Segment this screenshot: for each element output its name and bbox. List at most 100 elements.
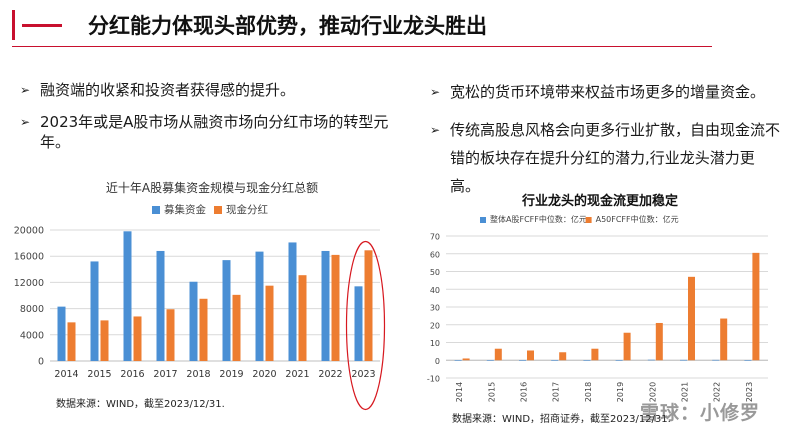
chart2-legend-label: 整体A股FCFF中位数：亿元	[490, 214, 587, 224]
chart1-bar-b	[331, 254, 340, 361]
chart2-bar-a	[486, 360, 494, 361]
chart2-xtick-label: 2017	[552, 382, 561, 402]
header-marker	[22, 24, 62, 27]
chart1-xtick-label: 2018	[186, 369, 210, 380]
arrow-icon: ➢	[430, 123, 441, 137]
bullet-text: 融资端的收紧和投资者获得感的提升。	[40, 81, 296, 99]
chart2-bar-a	[712, 359, 720, 361]
chart2-source: 数据来源：WIND，招商证券，截至2023/12/31.	[452, 414, 671, 425]
chart2-xtick-label: 2014	[455, 382, 464, 402]
chart1-xtick-label: 2017	[153, 369, 177, 380]
arrow-icon: ➢	[20, 83, 31, 97]
chart1-xtick-label: 2015	[87, 369, 111, 380]
chart1-bar-a	[189, 281, 198, 361]
chart1-legend-label: 现金分红	[226, 203, 268, 216]
chart2-bar-b	[752, 252, 760, 361]
chart1-legend-swatch	[152, 206, 160, 214]
chart1-highlight-ellipse	[345, 240, 386, 411]
chart2-bar-b	[462, 358, 470, 361]
chart2-bar-a	[647, 359, 655, 361]
chart2-bar-b	[655, 322, 663, 361]
chart2-title: 行业龙头的现金流更加稳定	[521, 194, 678, 209]
chart1-ytick-label: 16000	[14, 252, 44, 263]
bullet-list-left: ➢ 融资端的收紧和投资者获得感的提升。 ➢ 2023年或是A股市场从融资市场向分红市…	[20, 80, 400, 164]
chart2-ytick-label: 60	[430, 250, 440, 259]
chart2-bar-a	[454, 360, 462, 361]
chart1-bar-a	[57, 306, 66, 361]
chart2-legend-label: A50FCFF中位数：亿元	[596, 214, 679, 224]
chart2-bar-a	[615, 360, 623, 361]
bullet-item: ➢ 融资端的收紧和投资者获得感的提升。	[20, 80, 400, 100]
bullet-text: 传统高股息风格会向更多行业扩散，自由现金流不错的板块存在提升分红的潜力,行业龙头…	[450, 121, 781, 195]
chart2-xtick-label: 2016	[520, 382, 529, 402]
chart2-ytick-label: 50	[430, 268, 440, 277]
chart2-bar-b	[494, 348, 502, 361]
chart1-bar-b	[166, 309, 175, 361]
chart2-xtick-label: 2021	[681, 382, 690, 402]
chart2-bar-b	[591, 348, 599, 361]
chart1-bar-a	[255, 251, 264, 361]
chart1-xtick-label: 2019	[219, 369, 243, 380]
chart1-bar-a	[288, 242, 297, 361]
chart1-ytick-label: 0	[38, 357, 44, 368]
chart2-ytick-label: 30	[430, 304, 440, 313]
watermark: 雪球：小修罗	[640, 402, 761, 424]
bullet-text: 2023年或是A股市场从融资市场向分红市场的转型元年。	[40, 113, 389, 151]
bullet-item: ➢ 2023年或是A股市场从融资市场向分红市场的转型元年。	[20, 112, 400, 152]
chart2-bar-a	[680, 359, 687, 361]
chart1-ytick-label: 4000	[20, 330, 44, 341]
chart1-bar-a	[123, 231, 132, 361]
chart1-bar-b	[67, 322, 76, 361]
chart2-bar-a	[583, 360, 591, 361]
chart1-title: 近十年A股募集资金规模与现金分红总额	[105, 181, 319, 195]
chart1-ytick-label: 8000	[20, 304, 44, 315]
bullet-list-right: ➢ 宽松的货币环境带来权益市场更多的增量资金。 ➢ 传统高股息风格会向更多行业扩散，…	[430, 78, 780, 210]
chart2-ytick-label: -10	[427, 375, 440, 384]
chart1-legend-swatch	[214, 206, 222, 214]
arrow-icon: ➢	[20, 115, 31, 129]
chart2-xtick-label: 2020	[648, 382, 657, 402]
header-divider	[12, 46, 712, 47]
chart1-ytick-label: 12000	[14, 278, 44, 289]
chart2-ytick-label: 10	[430, 339, 440, 348]
chart2-bar-b	[559, 352, 567, 361]
chart1-bar-a	[156, 250, 165, 361]
chart1-bar-a	[90, 261, 99, 361]
chart2-bar-a	[551, 360, 559, 361]
chart1-legend-label: 募集资金	[164, 203, 206, 216]
chart1-ytick-label: 20000	[14, 226, 44, 237]
chart2-ytick-label: 0	[435, 357, 440, 366]
bullet-item: ➢ 传统高股息风格会向更多行业扩散，自由现金流不错的板块存在提升分红的潜力,行业龙…	[430, 116, 780, 200]
chart2-ytick-label: 20	[430, 321, 440, 330]
chart1-xtick-label: 2014	[54, 369, 78, 380]
chart2-bar-b	[720, 318, 728, 361]
chart1-bar-a	[321, 250, 330, 361]
chart1-source: 数据来源：WIND，截至2023/12/31.	[56, 399, 225, 410]
chart2-bar-b	[688, 276, 695, 361]
chart1-bar-b	[133, 316, 142, 361]
page-title: 分红能力体现头部优势，推动行业龙头胜出	[88, 14, 487, 38]
chart2-bar-a	[744, 360, 752, 361]
chart2-legend-swatch	[585, 217, 592, 223]
chart1-bar-b	[232, 294, 241, 361]
chart2-xtick-label: 2019	[616, 382, 625, 402]
chart2-bar-b	[623, 332, 631, 361]
chart2-bar-b	[527, 350, 534, 361]
header-accent-bar	[12, 10, 15, 40]
chart2-xtick-label: 2022	[713, 382, 722, 402]
chart2-xtick-label: 2023	[745, 382, 754, 402]
chart2-ytick-label: 70	[430, 233, 440, 242]
chart1-bar-a	[222, 260, 231, 361]
bullet-text: 宽松的货币环境带来权益市场更多的增量资金。	[450, 83, 766, 101]
chart1-bar-a	[354, 286, 363, 361]
chart2-xtick-label: 2015	[487, 382, 496, 402]
chart1-xtick-label: 2021	[285, 369, 309, 380]
chart1-bar-b	[100, 320, 109, 361]
chart1-xtick-label: 2020	[252, 369, 276, 380]
chart1-bar-b	[265, 285, 274, 361]
chart2-bar-a	[519, 360, 526, 361]
chart2-legend-swatch	[480, 217, 486, 223]
chart1-bar-b	[199, 298, 208, 361]
chart1-xtick-label: 2023	[351, 369, 375, 380]
